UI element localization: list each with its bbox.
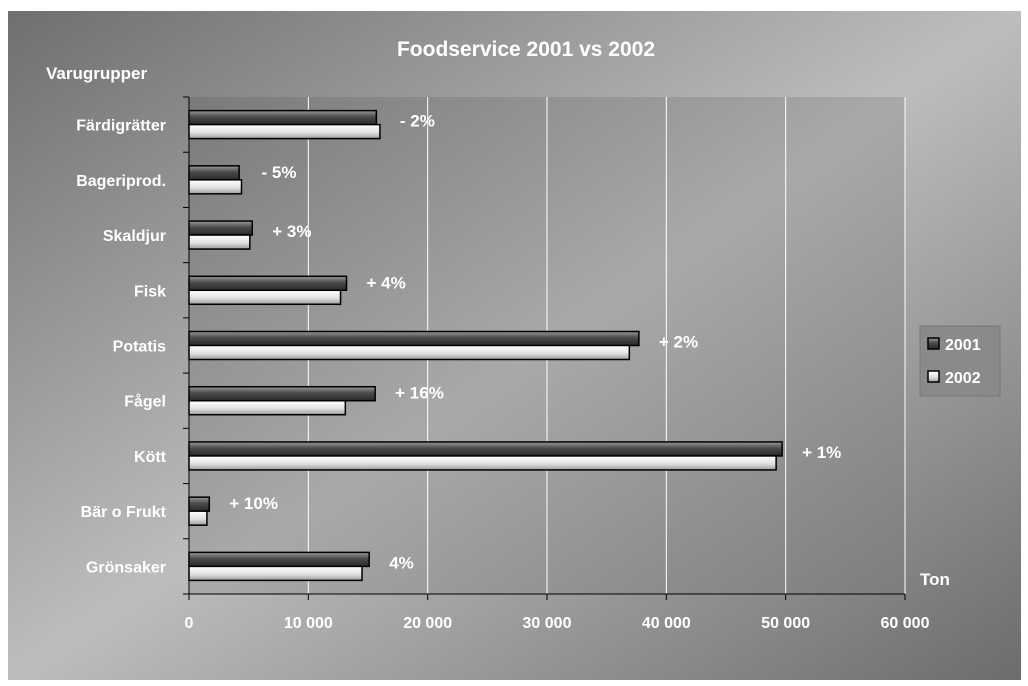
category-label-gronsaker: Grönsaker bbox=[86, 559, 166, 576]
bar-fardigratter-2002 bbox=[188, 123, 381, 140]
x-tick-label: 30 000 bbox=[523, 615, 572, 632]
x-tick-label: 60 000 bbox=[881, 615, 930, 632]
bar-chart: Foodservice 2001 vs 2002 Varugrupper Ton… bbox=[8, 11, 1021, 680]
change-label-fagel: + 16% bbox=[395, 384, 444, 403]
change-annotations: - 2% - 5% + 3% + 4% + 2% + 16% + 1% + 10% 4% bbox=[229, 112, 841, 573]
bar-potatis-2001 bbox=[188, 330, 640, 347]
bar-fagel-2001 bbox=[188, 385, 376, 402]
chart-title: Foodservice 2001 vs 2002 bbox=[397, 38, 655, 61]
bar-fisk-2002 bbox=[188, 289, 342, 306]
category-label-skaldjur: Skaldjur bbox=[103, 228, 166, 245]
change-label-bar-o-frukt: + 10% bbox=[229, 494, 278, 513]
change-label-fardigratter: - 2% bbox=[400, 112, 435, 131]
x-tick-label: 50 000 bbox=[761, 615, 810, 632]
category-label-fisk: Fisk bbox=[134, 283, 166, 300]
change-label-fisk: + 4% bbox=[367, 273, 406, 292]
legend: 2001 2002 bbox=[919, 325, 1001, 397]
chart-frame: Foodservice 2001 vs 2002 Varugrupper Ton… bbox=[8, 11, 1021, 680]
change-label-skaldjur: + 3% bbox=[272, 222, 311, 241]
bar-bar-o-frukt-2001 bbox=[188, 496, 211, 512]
legend-label-2001: 2001 bbox=[945, 337, 981, 354]
bar-kott-2002 bbox=[188, 455, 777, 471]
legend-swatch-2001 bbox=[927, 337, 940, 350]
category-label-bageriprod: Bageriprod. bbox=[76, 173, 166, 190]
bar-skaldjur-2002 bbox=[188, 234, 251, 250]
x-axis: 0 10 000 20 000 30 000 40 000 50 000 60 000 bbox=[183, 96, 930, 632]
bar-fagel-2002 bbox=[188, 399, 347, 416]
x-tick-label: 0 bbox=[185, 615, 194, 632]
bar-gronsaker-2002 bbox=[188, 565, 363, 582]
legend-label-2002: 2002 bbox=[945, 370, 981, 387]
bar-fisk-2001 bbox=[188, 275, 348, 292]
category-label-fagel: Fågel bbox=[124, 393, 166, 411]
bar-bar-o-frukt-2002 bbox=[188, 510, 208, 526]
x-tick-label: 40 000 bbox=[642, 615, 691, 632]
category-label-kott: Kött bbox=[134, 449, 167, 466]
category-label-bar-o-frukt: Bär o Frukt bbox=[81, 504, 167, 521]
x-axis-unit-label: Ton bbox=[920, 570, 950, 589]
bar-potatis-2002 bbox=[188, 344, 631, 361]
bar-gronsaker-2001 bbox=[188, 551, 370, 568]
bar-bageriprod-2002 bbox=[188, 179, 243, 195]
legend-swatch-2002 bbox=[927, 370, 940, 383]
category-label-fardigratter: Färdigrätter bbox=[76, 118, 166, 135]
change-label-gronsaker: 4% bbox=[389, 553, 414, 572]
bar-fardigratter-2001 bbox=[188, 109, 378, 126]
bar-bageriprod-2001 bbox=[188, 165, 240, 181]
change-label-kott: + 1% bbox=[802, 443, 841, 462]
y-axis-title: Varugrupper bbox=[46, 64, 147, 83]
category-label-potatis: Potatis bbox=[113, 339, 166, 356]
x-tick-label: 10 000 bbox=[284, 615, 333, 632]
x-tick-label: 20 000 bbox=[403, 615, 452, 632]
bar-kott-2001 bbox=[188, 441, 783, 457]
category-labels: Färdigrätter Bageriprod. Skaldjur Fisk Potat… bbox=[76, 118, 166, 577]
bar-skaldjur-2001 bbox=[188, 220, 253, 236]
change-label-potatis: + 2% bbox=[659, 333, 698, 352]
change-label-bageriprod: - 5% bbox=[262, 163, 297, 182]
